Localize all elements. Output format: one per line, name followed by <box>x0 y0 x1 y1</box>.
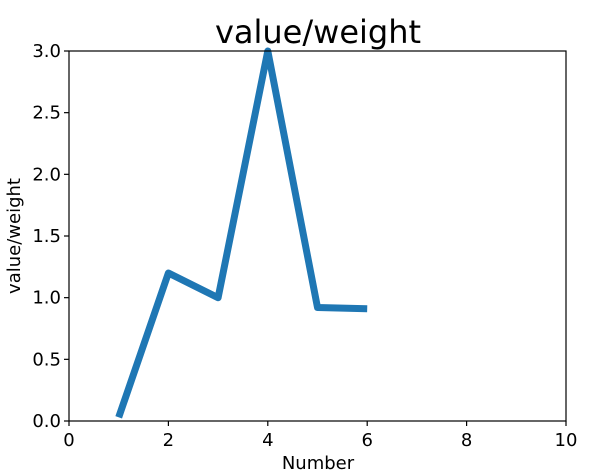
x-axis-label: Number <box>282 453 355 474</box>
x-tick-label: 4 <box>262 430 273 451</box>
y-tick-label: 3.0 <box>32 41 61 62</box>
y-axis-label: value/weight <box>4 178 25 294</box>
x-tick-label: 2 <box>163 430 174 451</box>
y-tick-label: 1.5 <box>32 226 61 247</box>
y-tick-label: 0.0 <box>32 411 61 432</box>
x-tick-label: 10 <box>555 430 578 451</box>
plot-area <box>68 47 567 422</box>
y-axis-ticks: 0.0 0.5 1.0 1.5 2.0 2.5 3.0 <box>32 41 69 432</box>
chart-title: value/weight <box>215 13 421 51</box>
y-tick-label: 2.5 <box>32 103 61 124</box>
x-axis-ticks: 0 2 4 6 8 10 <box>63 421 577 451</box>
series-layer <box>115 47 368 419</box>
x-tick-label: 8 <box>461 430 472 451</box>
y-tick-label: 1.0 <box>32 288 61 309</box>
y-tick-label: 0.5 <box>32 349 61 370</box>
axes-frame <box>68 50 567 422</box>
series-line <box>115 47 368 419</box>
y-tick-label: 2.0 <box>32 164 61 185</box>
x-tick-label: 6 <box>361 430 372 451</box>
x-tick-label: 0 <box>63 430 74 451</box>
